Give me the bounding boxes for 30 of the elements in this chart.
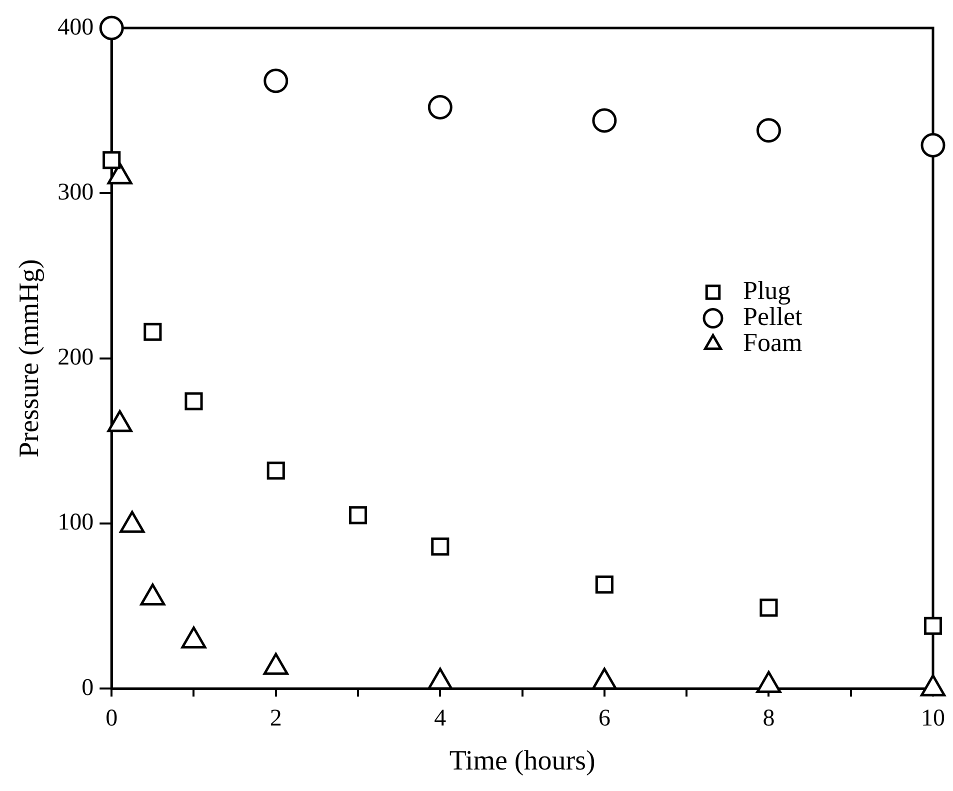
- point: [920, 674, 946, 696]
- point: [107, 410, 132, 432]
- point: [181, 626, 206, 648]
- legend-label: Plug: [743, 276, 791, 306]
- point: [264, 68, 288, 94]
- point: [756, 671, 782, 694]
- x-tick-label: 6: [598, 705, 610, 732]
- point: [428, 95, 452, 120]
- point: [144, 322, 162, 341]
- point: [102, 151, 121, 170]
- point: [99, 16, 124, 40]
- legend-label: Foam: [743, 328, 802, 358]
- x-tick-label: 8: [762, 705, 775, 732]
- point: [920, 133, 946, 158]
- point: [140, 584, 166, 606]
- y-tick-label: 400: [58, 14, 94, 40]
- x-tick-label: 10: [921, 705, 945, 732]
- y-tick-label: 100: [58, 510, 94, 536]
- point: [592, 108, 617, 133]
- x-tick-label: 2: [270, 705, 282, 732]
- point: [263, 652, 288, 675]
- y-tick-label: 0: [82, 674, 94, 701]
- point: [756, 118, 781, 143]
- y-tick-label: 300: [58, 179, 94, 206]
- x-tick-label: 0: [106, 705, 118, 732]
- x-tick-label: 4: [434, 705, 446, 732]
- y-tick-label: 200: [58, 344, 94, 371]
- point: [120, 510, 145, 533]
- x-axis-title: Time (hours): [449, 746, 596, 777]
- y-axis-title: Pressure (mmHg): [14, 259, 46, 458]
